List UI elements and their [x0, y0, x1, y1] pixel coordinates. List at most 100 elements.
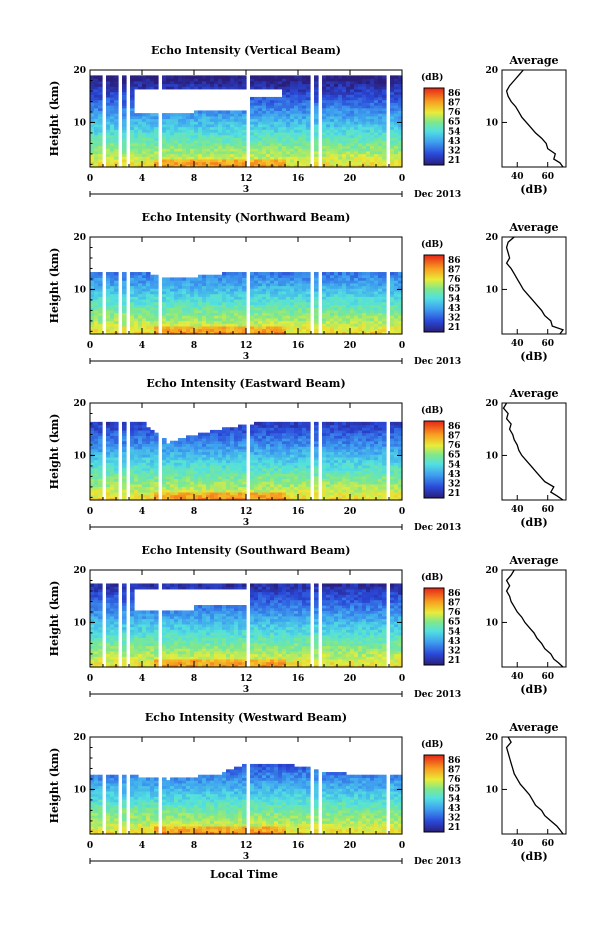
heatmap-cell [294, 150, 299, 155]
heatmap-cell [210, 142, 215, 147]
heatmap-cell [186, 440, 191, 445]
heatmap-cell [282, 113, 287, 117]
heatmap-cell [226, 148, 231, 152]
heatmap-cell [286, 274, 291, 279]
heatmap-cell [298, 282, 303, 287]
heatmap-cell [366, 91, 371, 95]
heatmap-cell [370, 164, 375, 168]
heatmap-cell [210, 110, 215, 114]
heatmap-cell [278, 115, 283, 120]
heatmap-cell [302, 129, 307, 133]
heatmap-cell [286, 288, 291, 292]
heatmap-cell [138, 489, 143, 493]
heatmap-cell [210, 331, 215, 335]
heatmap-cell [354, 131, 359, 136]
heatmap-cell [106, 137, 111, 141]
heatmap-cell [362, 296, 367, 300]
heatmap-cell [326, 86, 331, 90]
heatmap-cell [146, 467, 151, 471]
heatmap-cell [382, 153, 387, 157]
heatmap-cell [266, 83, 271, 87]
heatmap-cell [362, 107, 367, 112]
heatmap-cell [234, 274, 239, 279]
heatmap-cell [358, 126, 363, 130]
heatmap-cell [322, 142, 327, 147]
heatmap-cell [94, 158, 99, 163]
heatmap-cell [130, 320, 135, 324]
heatmap-cell [150, 123, 155, 128]
heatmap-cell [370, 88, 375, 93]
heatmap-cell [146, 331, 151, 335]
heatmap-cell [378, 150, 383, 155]
heatmap-cell [166, 307, 171, 311]
heatmap-cell [378, 315, 383, 319]
heatmap-cell [190, 150, 195, 155]
heatmap-cell [98, 288, 103, 292]
heatmap-cell [122, 272, 127, 276]
heatmap-cell [166, 145, 171, 149]
heatmap-cell [218, 290, 223, 295]
heatmap-cell [390, 134, 395, 138]
heatmap-cell [238, 142, 243, 147]
heatmap-cell [190, 464, 195, 469]
heatmap-cell [186, 491, 191, 496]
heatmap-cell [206, 491, 211, 496]
heatmap-cell [338, 123, 343, 128]
heatmap-cell [154, 153, 159, 157]
heatmap-cell [286, 164, 291, 168]
heatmap-cell [382, 323, 387, 327]
heatmap-cell [278, 285, 283, 289]
heatmap-cell [390, 309, 395, 314]
heatmap-cell [162, 129, 167, 133]
heatmap-cell [202, 153, 207, 157]
heatmap-cell [110, 110, 115, 114]
heatmap-cell [270, 451, 275, 455]
heatmap-cell [350, 142, 355, 147]
heatmap-cell [250, 448, 255, 453]
heatmap-cell [110, 274, 115, 279]
heatmap-cell [110, 129, 115, 133]
heatmap-cell [258, 478, 263, 482]
heatmap-cell [258, 491, 263, 496]
heatmap-cell [362, 272, 367, 276]
heatmap-cell [394, 80, 399, 85]
heatmap-cell [306, 118, 311, 122]
heatmap-cell [302, 115, 307, 120]
heatmap-cell [362, 86, 367, 90]
heatmap-cell [146, 323, 151, 327]
heatmap-cell [114, 129, 119, 133]
heatmap-cell [146, 118, 151, 122]
heatmap-cell [146, 131, 151, 136]
heatmap-cell [198, 121, 203, 125]
heatmap-cell [306, 137, 311, 141]
heatmap-cell [146, 304, 151, 308]
heatmap-cell [166, 481, 171, 485]
heatmap-cell [162, 320, 167, 324]
heatmap-cell [306, 315, 311, 319]
heatmap-cell [154, 113, 159, 117]
heatmap-cell [394, 315, 399, 319]
heatmap-cell [250, 478, 255, 482]
heatmap-cell [242, 298, 247, 303]
heatmap-cell [234, 448, 239, 453]
heatmap-cell [218, 486, 223, 490]
heatmap-cell [286, 158, 291, 163]
heatmap-cell [134, 464, 139, 469]
heatmap-cell [214, 438, 219, 442]
heatmap-cell [142, 123, 147, 128]
heatmap-cell [302, 94, 307, 98]
heatmap-cell [362, 301, 367, 305]
heatmap-cell [238, 481, 243, 485]
heatmap-cell [322, 129, 327, 133]
heatmap-cell [266, 446, 271, 450]
heatmap-cell [350, 285, 355, 289]
heatmap-cell [114, 123, 119, 128]
heatmap-cell [110, 86, 115, 90]
heatmap-cell [338, 153, 343, 157]
heatmap-cell [330, 105, 335, 109]
heatmap-cell [374, 75, 379, 79]
heatmap-cell [322, 301, 327, 305]
heatmap-cell [190, 473, 195, 477]
heatmap-cell [114, 142, 119, 147]
heatmap-cell [314, 145, 319, 149]
